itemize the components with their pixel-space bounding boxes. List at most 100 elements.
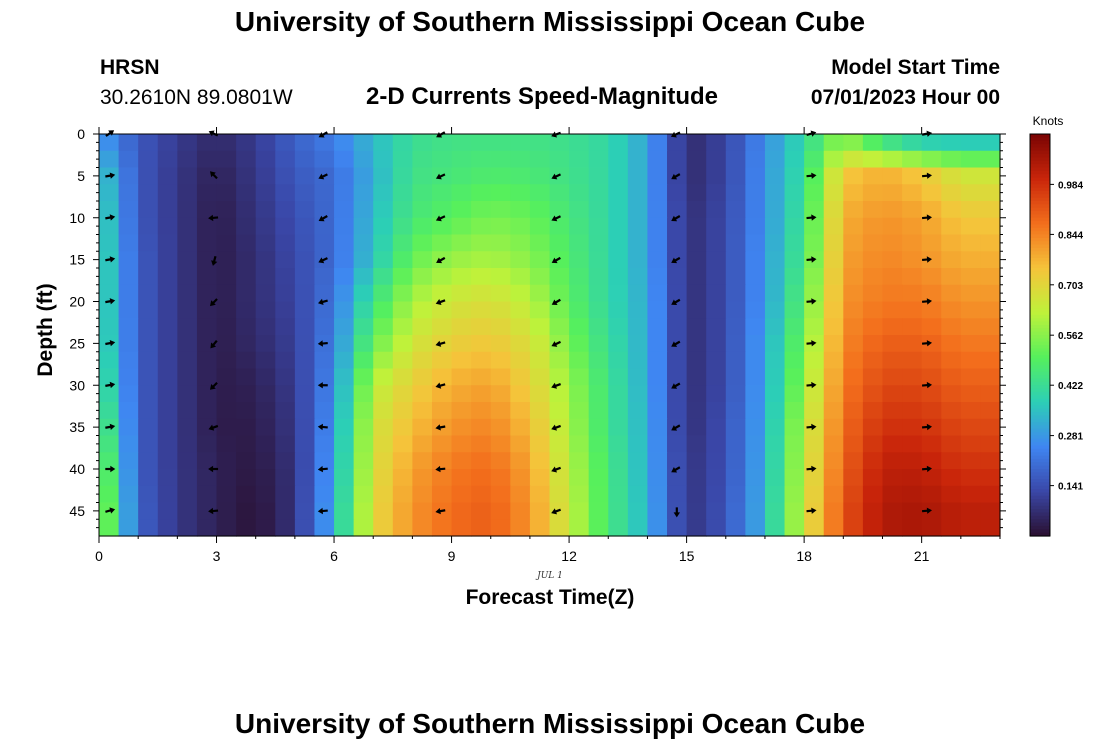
heatmap-cell <box>334 184 355 202</box>
heatmap-cell <box>549 368 570 386</box>
heatmap-cell <box>510 167 531 185</box>
heatmap-cell <box>745 452 766 470</box>
heatmap-cell <box>608 318 629 336</box>
heatmap-cell <box>275 418 296 437</box>
heatmap-cell <box>275 351 296 370</box>
heatmap-cell <box>764 184 786 202</box>
heatmap-cell <box>373 335 394 353</box>
heatmap-cell <box>157 134 178 152</box>
heatmap-cell <box>196 385 218 403</box>
heatmap-cell <box>177 284 198 303</box>
heatmap-cell <box>843 150 864 169</box>
colorbar-segment <box>1030 180 1050 185</box>
heatmap-cell <box>843 201 864 219</box>
heatmap-cell <box>138 234 159 252</box>
colorbar-segment <box>1030 140 1050 145</box>
heatmap-cell <box>862 469 884 487</box>
heatmap-cell <box>255 402 276 420</box>
heatmap-cell <box>471 351 492 370</box>
heatmap-cell <box>196 284 218 303</box>
heatmap-cell <box>588 351 609 370</box>
heatmap-cell <box>314 351 335 370</box>
heatmap-cell <box>569 452 590 470</box>
heatmap-cell <box>647 318 668 336</box>
heatmap-cell <box>294 167 316 185</box>
heatmap-cell <box>490 184 511 202</box>
heatmap-cell <box>275 234 296 252</box>
colorbar-segment <box>1030 318 1050 323</box>
heatmap-cell <box>510 268 531 286</box>
heatmap-cell <box>627 435 649 453</box>
heatmap-cell <box>647 351 668 370</box>
colorbar-segment <box>1030 278 1050 282</box>
heatmap-cell <box>314 150 335 169</box>
heatmap-cell <box>353 335 374 353</box>
colorbar-segment <box>1030 388 1050 393</box>
heatmap-cell <box>294 301 316 319</box>
colorbar-tick-label: 0.141 <box>1058 482 1083 493</box>
heatmap-cell <box>431 351 453 370</box>
heatmap-cell <box>569 502 590 520</box>
heatmap-cell <box>236 452 257 470</box>
heatmap-cell <box>627 385 649 403</box>
heatmap-cell <box>314 402 335 420</box>
heatmap-cell <box>941 452 962 470</box>
heatmap-cell <box>255 251 276 269</box>
current-vector-arrow <box>673 507 680 518</box>
heatmap-cell <box>334 368 355 386</box>
heatmap-cell <box>118 184 139 202</box>
date-label: JUL 1 <box>535 571 563 581</box>
heatmap-cell <box>960 134 982 152</box>
heatmap-cell <box>529 217 551 236</box>
heatmap-cell <box>764 452 786 470</box>
heatmap-cell <box>314 301 335 319</box>
heatmap-cell <box>392 435 413 453</box>
heatmap-cell <box>784 452 805 470</box>
heatmap-cell <box>373 469 394 487</box>
heatmap-cell <box>431 485 453 504</box>
colorbar-segment <box>1030 271 1050 276</box>
heatmap-cell <box>157 167 178 185</box>
heatmap-cell <box>471 217 492 236</box>
heatmap-cell <box>921 469 942 487</box>
colorbar-segment <box>1030 505 1050 510</box>
current-vector-arrow <box>806 298 817 305</box>
heatmap-cell <box>236 217 257 236</box>
heatmap-cell <box>412 268 433 286</box>
colorbar-segment <box>1030 257 1050 262</box>
current-vector-arrow <box>551 508 561 515</box>
heatmap-cell <box>353 234 374 252</box>
heatmap-cell <box>862 335 884 353</box>
heatmap-cell <box>99 134 120 152</box>
heatmap-cell <box>196 402 218 420</box>
heatmap-cell <box>294 217 316 236</box>
heatmap-cell <box>569 351 590 370</box>
heatmap-cell <box>627 150 649 169</box>
heatmap-cell <box>275 301 296 319</box>
heatmap-cell <box>569 184 590 202</box>
heatmap-cell <box>334 485 355 504</box>
heatmap-cell <box>980 134 1001 152</box>
heatmap-cell <box>529 368 551 386</box>
heatmap-cell <box>99 301 120 319</box>
heatmap-cell <box>823 284 844 303</box>
heatmap-cell <box>960 351 982 370</box>
heatmap-cell <box>255 167 276 185</box>
current-vector-arrow <box>211 255 218 266</box>
heatmap-cell <box>510 519 531 537</box>
heatmap-cell <box>490 335 511 353</box>
heatmap-cell <box>334 402 355 420</box>
heatmap-cell <box>745 385 766 403</box>
heatmap-cell <box>529 385 551 403</box>
heatmap-cell <box>647 519 668 537</box>
colorbar-segment <box>1030 375 1050 380</box>
heatmap-cell <box>882 519 903 537</box>
y-axis-title: Depth (ft) <box>34 283 57 376</box>
heatmap-cell <box>138 335 159 353</box>
heatmap-cell <box>725 435 746 453</box>
colorbar-segment <box>1030 428 1050 433</box>
heatmap-cell <box>510 301 531 319</box>
heatmap-cell <box>255 485 276 504</box>
heatmap-cell <box>882 184 903 202</box>
current-vector-arrow <box>671 173 681 180</box>
